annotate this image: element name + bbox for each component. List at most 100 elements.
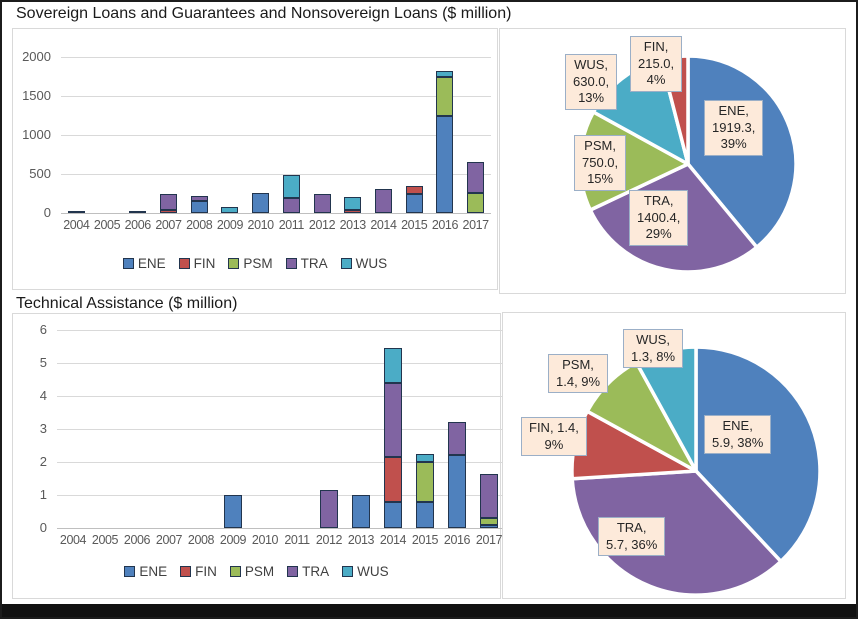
legend-label: WUS bbox=[355, 256, 388, 271]
bar-segment-ene bbox=[352, 495, 370, 528]
pie-data-label-line: PSM, bbox=[562, 357, 594, 372]
pie-data-label-line: 750.0, bbox=[582, 154, 619, 170]
bar-segment-tra bbox=[448, 422, 466, 456]
legend-marker-icon bbox=[287, 566, 299, 577]
pie-data-label-line: 1.4, 9% bbox=[556, 373, 601, 389]
bar-segment-tra bbox=[190, 195, 208, 202]
y-axis-tick-label: 1000 bbox=[22, 127, 51, 142]
pie-data-label-wus: WUS, 630.0, 13% bbox=[565, 54, 618, 110]
bar-segment-fin bbox=[405, 185, 423, 194]
pie-data-label-fin: FIN, 1.4, 9% bbox=[521, 417, 587, 457]
pie-data-label-line: 630.0, bbox=[573, 73, 610, 89]
x-axis-tick-label: 2017 bbox=[462, 218, 490, 232]
bar-segment-fin bbox=[344, 209, 362, 213]
y-axis-tick-label: 6 bbox=[39, 322, 47, 337]
legend-item-wus: WUS bbox=[340, 256, 388, 271]
pie-slice-tra bbox=[570, 469, 783, 597]
x-axis-tick-label: 2004 bbox=[59, 533, 87, 547]
bar-segment-psm bbox=[436, 77, 454, 116]
legend-item-tra: TRA bbox=[285, 256, 328, 271]
legend-marker-icon bbox=[229, 566, 241, 577]
x-axis-tick-label: 2014 bbox=[379, 533, 407, 547]
gridline bbox=[57, 494, 505, 496]
bottom-border-bar bbox=[2, 604, 856, 617]
pie-data-label-psm: PSM, 750.0, 15% bbox=[574, 135, 627, 191]
x-axis-line bbox=[57, 527, 505, 529]
bar-segment-wus bbox=[67, 210, 85, 213]
y-axis-tick-label: 5 bbox=[39, 355, 47, 370]
pie-data-label-line: 9% bbox=[544, 436, 564, 452]
sovereign-loans-pie-chart-panel: ENE, 1919.3, 39% TRA, 1400.4, 29% PSM, 750.0, 15… bbox=[499, 28, 846, 294]
pie-data-label-line: 1400.4, bbox=[637, 209, 681, 225]
gridline bbox=[57, 329, 505, 331]
pie-data-label-line: PSM, bbox=[584, 138, 616, 153]
y-axis-tick-label: 0 bbox=[43, 205, 51, 220]
plot-area bbox=[61, 56, 491, 214]
bar-segment-psm bbox=[416, 462, 434, 502]
gridline bbox=[61, 173, 491, 175]
gridline bbox=[61, 56, 491, 58]
bar-segment-tra bbox=[282, 198, 300, 213]
x-axis-tick-label: 2013 bbox=[347, 533, 375, 547]
bar-segment-tra bbox=[320, 490, 338, 528]
pie-data-label-line: ENE, bbox=[722, 418, 753, 433]
x-axis-tick-label: 2008 bbox=[186, 218, 213, 232]
legend-label: FIN bbox=[195, 564, 217, 579]
bar-segment-psm bbox=[467, 193, 485, 213]
legend-label: ENE bbox=[137, 256, 166, 271]
x-axis-tick-label: 2015 bbox=[401, 218, 428, 232]
bar-segment-wus bbox=[436, 71, 454, 78]
x-axis-tick-label: 2009 bbox=[219, 533, 247, 547]
pie-data-label-line: WUS, bbox=[636, 332, 671, 347]
legend-item-psm: PSM bbox=[228, 256, 273, 271]
legend-marker-icon bbox=[342, 566, 354, 577]
gridline bbox=[57, 428, 505, 430]
bar-segment-wus bbox=[416, 453, 434, 462]
y-axis-tick-label: 0 bbox=[39, 520, 47, 535]
section-title-technical-assistance: Technical Assistance ($ million) bbox=[16, 295, 238, 312]
bar-segment-tra bbox=[375, 188, 392, 213]
bar-segment-wus bbox=[384, 348, 402, 383]
pie-data-label-line: TRA, bbox=[643, 193, 674, 208]
chart-legend: ENE FIN PSM TRA WUS bbox=[13, 256, 497, 271]
bar-segment-ene bbox=[252, 192, 270, 213]
pie-data-label-line: 4% bbox=[646, 72, 666, 88]
x-axis-tick-label: 2012 bbox=[315, 533, 343, 547]
legend-marker-icon bbox=[178, 258, 190, 269]
pie-data-label-line: FIN, 1.4, bbox=[529, 420, 579, 435]
x-axis-tick-label: 2006 bbox=[123, 533, 151, 547]
bar-segment-psm bbox=[480, 518, 498, 525]
x-axis-tick-label: 2007 bbox=[155, 533, 183, 547]
pie-data-label-wus: WUS, 1.3, 8% bbox=[623, 329, 684, 369]
x-axis-tick-label: 2008 bbox=[187, 533, 215, 547]
technical-assistance-pie-chart-panel: ENE, 5.9, 38% TRA, 5.7, 36% FIN, 1.4, 9% PSM, 1… bbox=[502, 312, 846, 599]
x-axis-tick-label: 2016 bbox=[443, 533, 471, 547]
x-axis-tick-label: 2013 bbox=[339, 218, 367, 232]
gridline bbox=[57, 362, 505, 364]
pie-data-label-fin: FIN, 215.0, 4% bbox=[630, 36, 683, 92]
x-axis-line bbox=[61, 212, 491, 214]
x-axis-tick-label: 2012 bbox=[308, 218, 336, 232]
legend-label: WUS bbox=[357, 564, 389, 579]
legend-marker-icon bbox=[122, 258, 134, 269]
section-title-sovereign-loans: Sovereign Loans and Guarantees and Nonso… bbox=[16, 5, 512, 22]
x-axis-tick-label: 2006 bbox=[124, 218, 152, 232]
y-axis-tick-label: 2 bbox=[39, 454, 47, 469]
bar-segment-ene bbox=[384, 501, 402, 528]
legend-item-tra: TRA bbox=[287, 564, 329, 579]
bar-segment-ene bbox=[436, 115, 454, 213]
bar-segment-fin bbox=[384, 457, 402, 502]
legend-item-ene: ENE bbox=[122, 256, 166, 271]
pie-data-label-line: 5.7, 36% bbox=[606, 536, 658, 552]
technical-assistance-bar-chart-panel: 0 1 2 3 4 5 6 2004 2005 2006 2007 2008 2009 2010 2011 2… bbox=[12, 313, 505, 599]
bar-segment-tra bbox=[313, 193, 331, 213]
bar-segment-ene bbox=[405, 193, 423, 213]
gridline bbox=[57, 461, 505, 463]
x-axis-tick-label: 2009 bbox=[216, 218, 244, 232]
y-axis-tick-label: 1 bbox=[39, 487, 47, 502]
pie-data-label-psm: PSM, 1.4, 9% bbox=[548, 354, 609, 394]
bar-segment-tra bbox=[467, 161, 485, 194]
y-axis-tick-label: 2000 bbox=[22, 49, 51, 64]
pie-data-label-line: 1919.3, bbox=[712, 119, 756, 135]
